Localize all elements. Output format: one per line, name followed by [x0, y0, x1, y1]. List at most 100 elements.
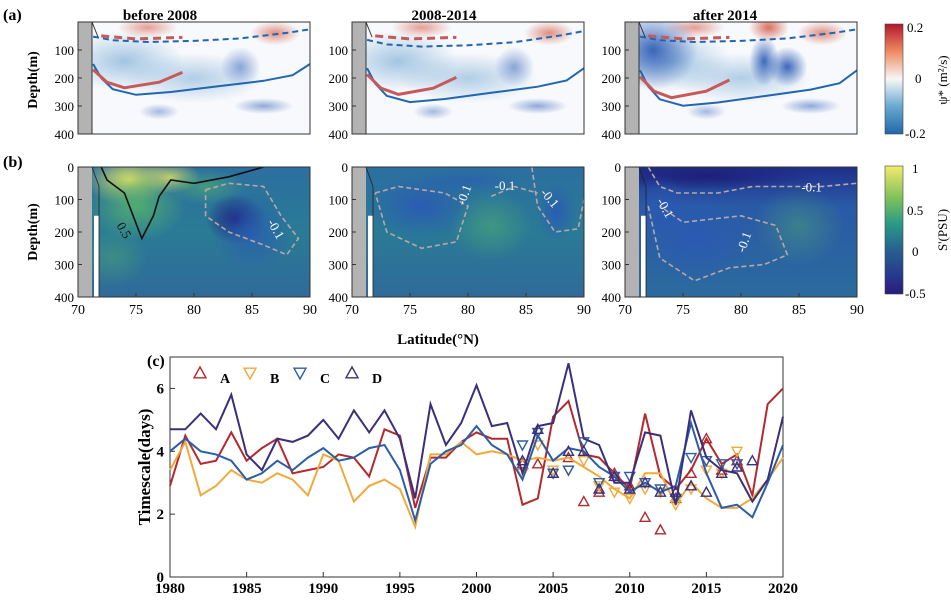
- colorbar-a-tick-mid: 0: [915, 71, 922, 86]
- series-marker-A: [700, 432, 713, 444]
- legend-label-A: A: [220, 372, 231, 387]
- panel-a-field-patch: [780, 98, 841, 114]
- panel-a-field-patch: [139, 103, 180, 120]
- depth-label-a: Depth(m): [26, 51, 41, 109]
- x-tick-label: 75: [676, 303, 690, 318]
- panel-b-field-patch: [86, 171, 186, 241]
- x-tick-label: 1985: [232, 581, 262, 597]
- colorbar-b-label: S'(PSU): [935, 209, 950, 251]
- x-tick-label: 75: [129, 303, 143, 318]
- series-marker-B: [730, 446, 744, 458]
- y-tick-label: 400: [602, 127, 622, 142]
- series-marker-A: [531, 457, 544, 469]
- depth-label-b: Depth(m): [26, 203, 41, 261]
- period-title-1: before 2008: [123, 8, 197, 24]
- series-marker-D: [638, 476, 652, 488]
- series-marker-C: [715, 459, 728, 471]
- y-tick-label: 400: [602, 290, 622, 305]
- panel-b-field-patch: [451, 190, 532, 261]
- salinity-contour-dashed: [531, 167, 584, 233]
- series-marker-A: [562, 451, 575, 463]
- contour-label: -0.1: [495, 178, 516, 193]
- salinity-contour-dashed: [647, 205, 789, 282]
- series-D: [170, 363, 784, 505]
- salinity-contour-solid: [100, 167, 264, 241]
- x-tick-label: 70: [71, 303, 85, 318]
- panel-label-a: (a): [3, 7, 22, 24]
- legend-marker-C: [292, 367, 308, 381]
- coastline: [365, 166, 374, 297]
- x-tick-label: 75: [403, 303, 417, 318]
- panel-a-field: [78, 22, 310, 120]
- streamfunction-contour-red-dashed: [101, 34, 183, 41]
- series-marker-D: [669, 485, 682, 497]
- series-marker-D: [730, 460, 744, 472]
- colorbar-b-tick-2: 0.5: [907, 203, 923, 218]
- y-tick-label: 200: [55, 225, 75, 240]
- salinity-contour-dashed: [647, 167, 857, 194]
- series-marker-C: [592, 478, 606, 490]
- legend-label-C: C: [320, 372, 330, 387]
- panel-a-field-patch: [391, 22, 452, 38]
- x-tick-label: 80: [187, 303, 201, 318]
- land-gap: [641, 215, 646, 297]
- streamfunction-contour-red: [639, 75, 731, 100]
- legend-marker-B: [242, 367, 258, 381]
- contour-label: 0.5: [114, 220, 135, 242]
- y-tick-label: 300: [55, 258, 75, 273]
- coastline-slope: [91, 21, 99, 38]
- y-tick-label: 200: [329, 225, 349, 240]
- panel-b-field-patch: [418, 168, 518, 192]
- legend-marker-D: [344, 365, 360, 379]
- series-line-A: [169, 387, 784, 509]
- series-marker-D: [746, 454, 759, 466]
- x-tick-label: 80: [461, 303, 475, 318]
- series-marker-D: [715, 466, 728, 478]
- y-tick-label: 0: [68, 160, 75, 175]
- y-tick-label: 400: [55, 290, 75, 305]
- y-tick-label: 300: [329, 258, 349, 273]
- salinity-contour-dashed: [204, 182, 300, 256]
- legend-label-B: B: [270, 372, 279, 387]
- panel-a-field-patch: [507, 98, 568, 114]
- series-marker-B: [546, 465, 560, 477]
- colorbar-a-label: ψ* (m²/s): [935, 55, 950, 104]
- coastline: [91, 166, 100, 297]
- y-tick-label: 4: [157, 444, 165, 460]
- y-tick-label: 400: [329, 290, 349, 305]
- series-marker-C: [654, 484, 667, 496]
- series-marker-D: [577, 444, 590, 456]
- series-marker-A: [592, 485, 606, 497]
- salinity-contour-dashed: [374, 185, 469, 250]
- y-tick-label: 400: [329, 127, 349, 142]
- colorbar-b-tick-3: 0: [912, 244, 919, 259]
- panel-b-field: [366, 167, 584, 261]
- panel-a-field-patch: [233, 98, 294, 114]
- panel-a-field-patch: [524, 22, 575, 46]
- x-tick-label: 2010: [615, 581, 645, 597]
- x-tick-label: 85: [519, 303, 533, 318]
- series-line-C: [169, 419, 784, 525]
- series-line-B: [169, 439, 784, 531]
- series-marker-D: [623, 482, 636, 494]
- series-marker-A: [684, 466, 698, 478]
- x-tick-label: 90: [850, 303, 864, 318]
- series-marker-D: [516, 454, 529, 466]
- y-tick-label: 300: [602, 258, 622, 273]
- series-marker-B: [623, 493, 636, 505]
- streamfunction-contour-red-dashed: [648, 34, 730, 41]
- panel-a-field: [352, 22, 584, 120]
- y-tick-label: 100: [329, 43, 349, 58]
- y-tick-label: 300: [329, 99, 349, 114]
- series-marker-A: [638, 510, 652, 522]
- x-tick-label: 70: [345, 303, 359, 318]
- series-marker-B: [577, 456, 590, 468]
- panel-a-subplot-1: 100 200 300 400: [55, 21, 311, 142]
- coastline-slope: [365, 21, 373, 38]
- series-line-D: [170, 363, 784, 505]
- panel-a-field-patch: [117, 22, 178, 38]
- series-marker-D: [546, 466, 560, 478]
- coastline-slope: [638, 21, 646, 38]
